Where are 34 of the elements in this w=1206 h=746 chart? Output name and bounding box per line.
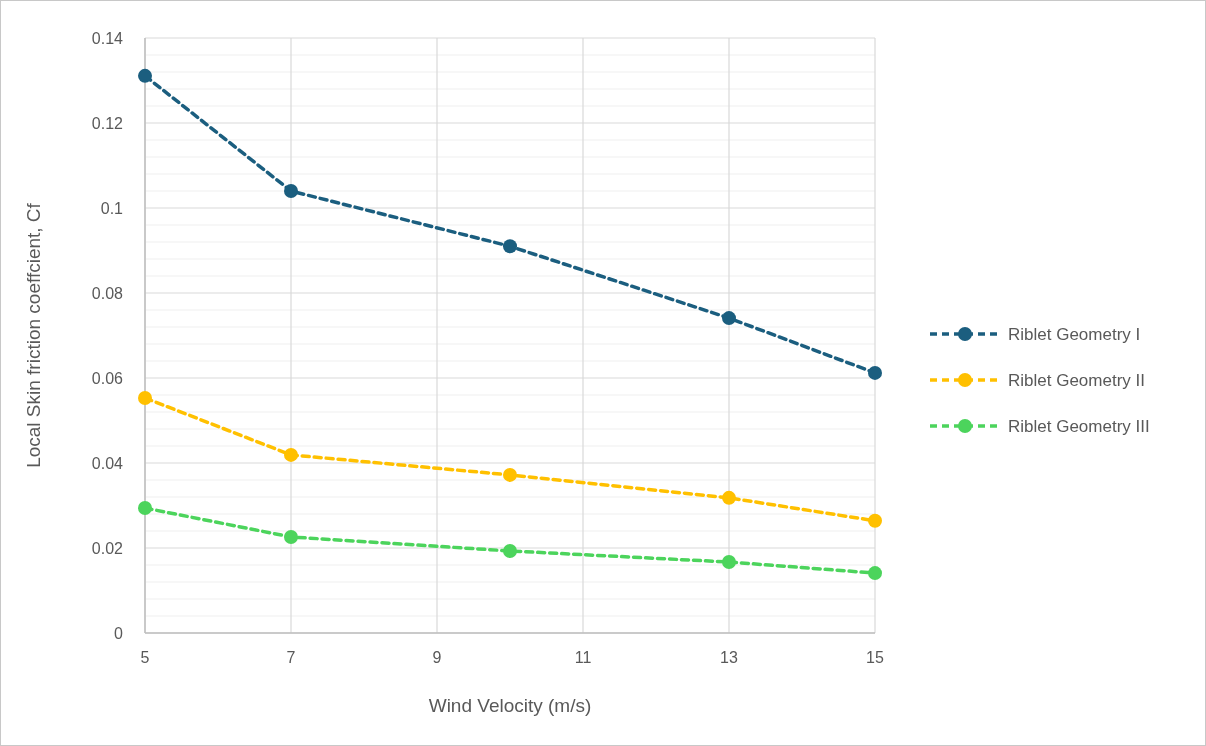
- point: [868, 566, 882, 581]
- point: [503, 467, 517, 482]
- x-tick-label: 11: [574, 649, 592, 666]
- point: [503, 543, 517, 558]
- point: [284, 184, 298, 198]
- x-axis-title: Wind Velocity (m/s): [428, 695, 592, 716]
- point: [138, 68, 152, 83]
- legend-label: Riblet Geometry II: [1008, 370, 1145, 390]
- point: [503, 239, 517, 254]
- point: [284, 529, 298, 544]
- x-tick-label: 13: [720, 649, 738, 666]
- y-tick-label: 0.06: [91, 369, 124, 387]
- point: [722, 555, 736, 570]
- point: [284, 447, 298, 462]
- legend-label: Riblet Geometry I: [1008, 324, 1141, 344]
- point: [722, 490, 736, 505]
- point: [868, 513, 882, 528]
- y-tick-label: 0.02: [91, 539, 124, 557]
- point: [138, 390, 152, 405]
- point: [722, 311, 736, 326]
- y-tick-label: 0.04: [91, 454, 124, 472]
- point: [868, 365, 882, 380]
- x-tick-label: 15: [866, 649, 884, 666]
- y-tick-label: 0.14: [91, 29, 124, 47]
- y-tick-label: 0.12: [91, 114, 124, 132]
- x-tick-label: 7: [286, 649, 296, 666]
- x-tick-label: 9: [432, 649, 442, 666]
- y-tick-label: 0.08: [91, 284, 124, 302]
- y-tick-label: 0: [114, 624, 124, 642]
- x-tick-label: 5: [140, 649, 150, 666]
- y-tick-label: 0.1: [100, 199, 124, 217]
- legend-label: Riblet Geometry III: [1008, 416, 1150, 436]
- point: [138, 501, 152, 516]
- y-axis-title: Local Skin friction coeffcient, Cf: [23, 202, 44, 468]
